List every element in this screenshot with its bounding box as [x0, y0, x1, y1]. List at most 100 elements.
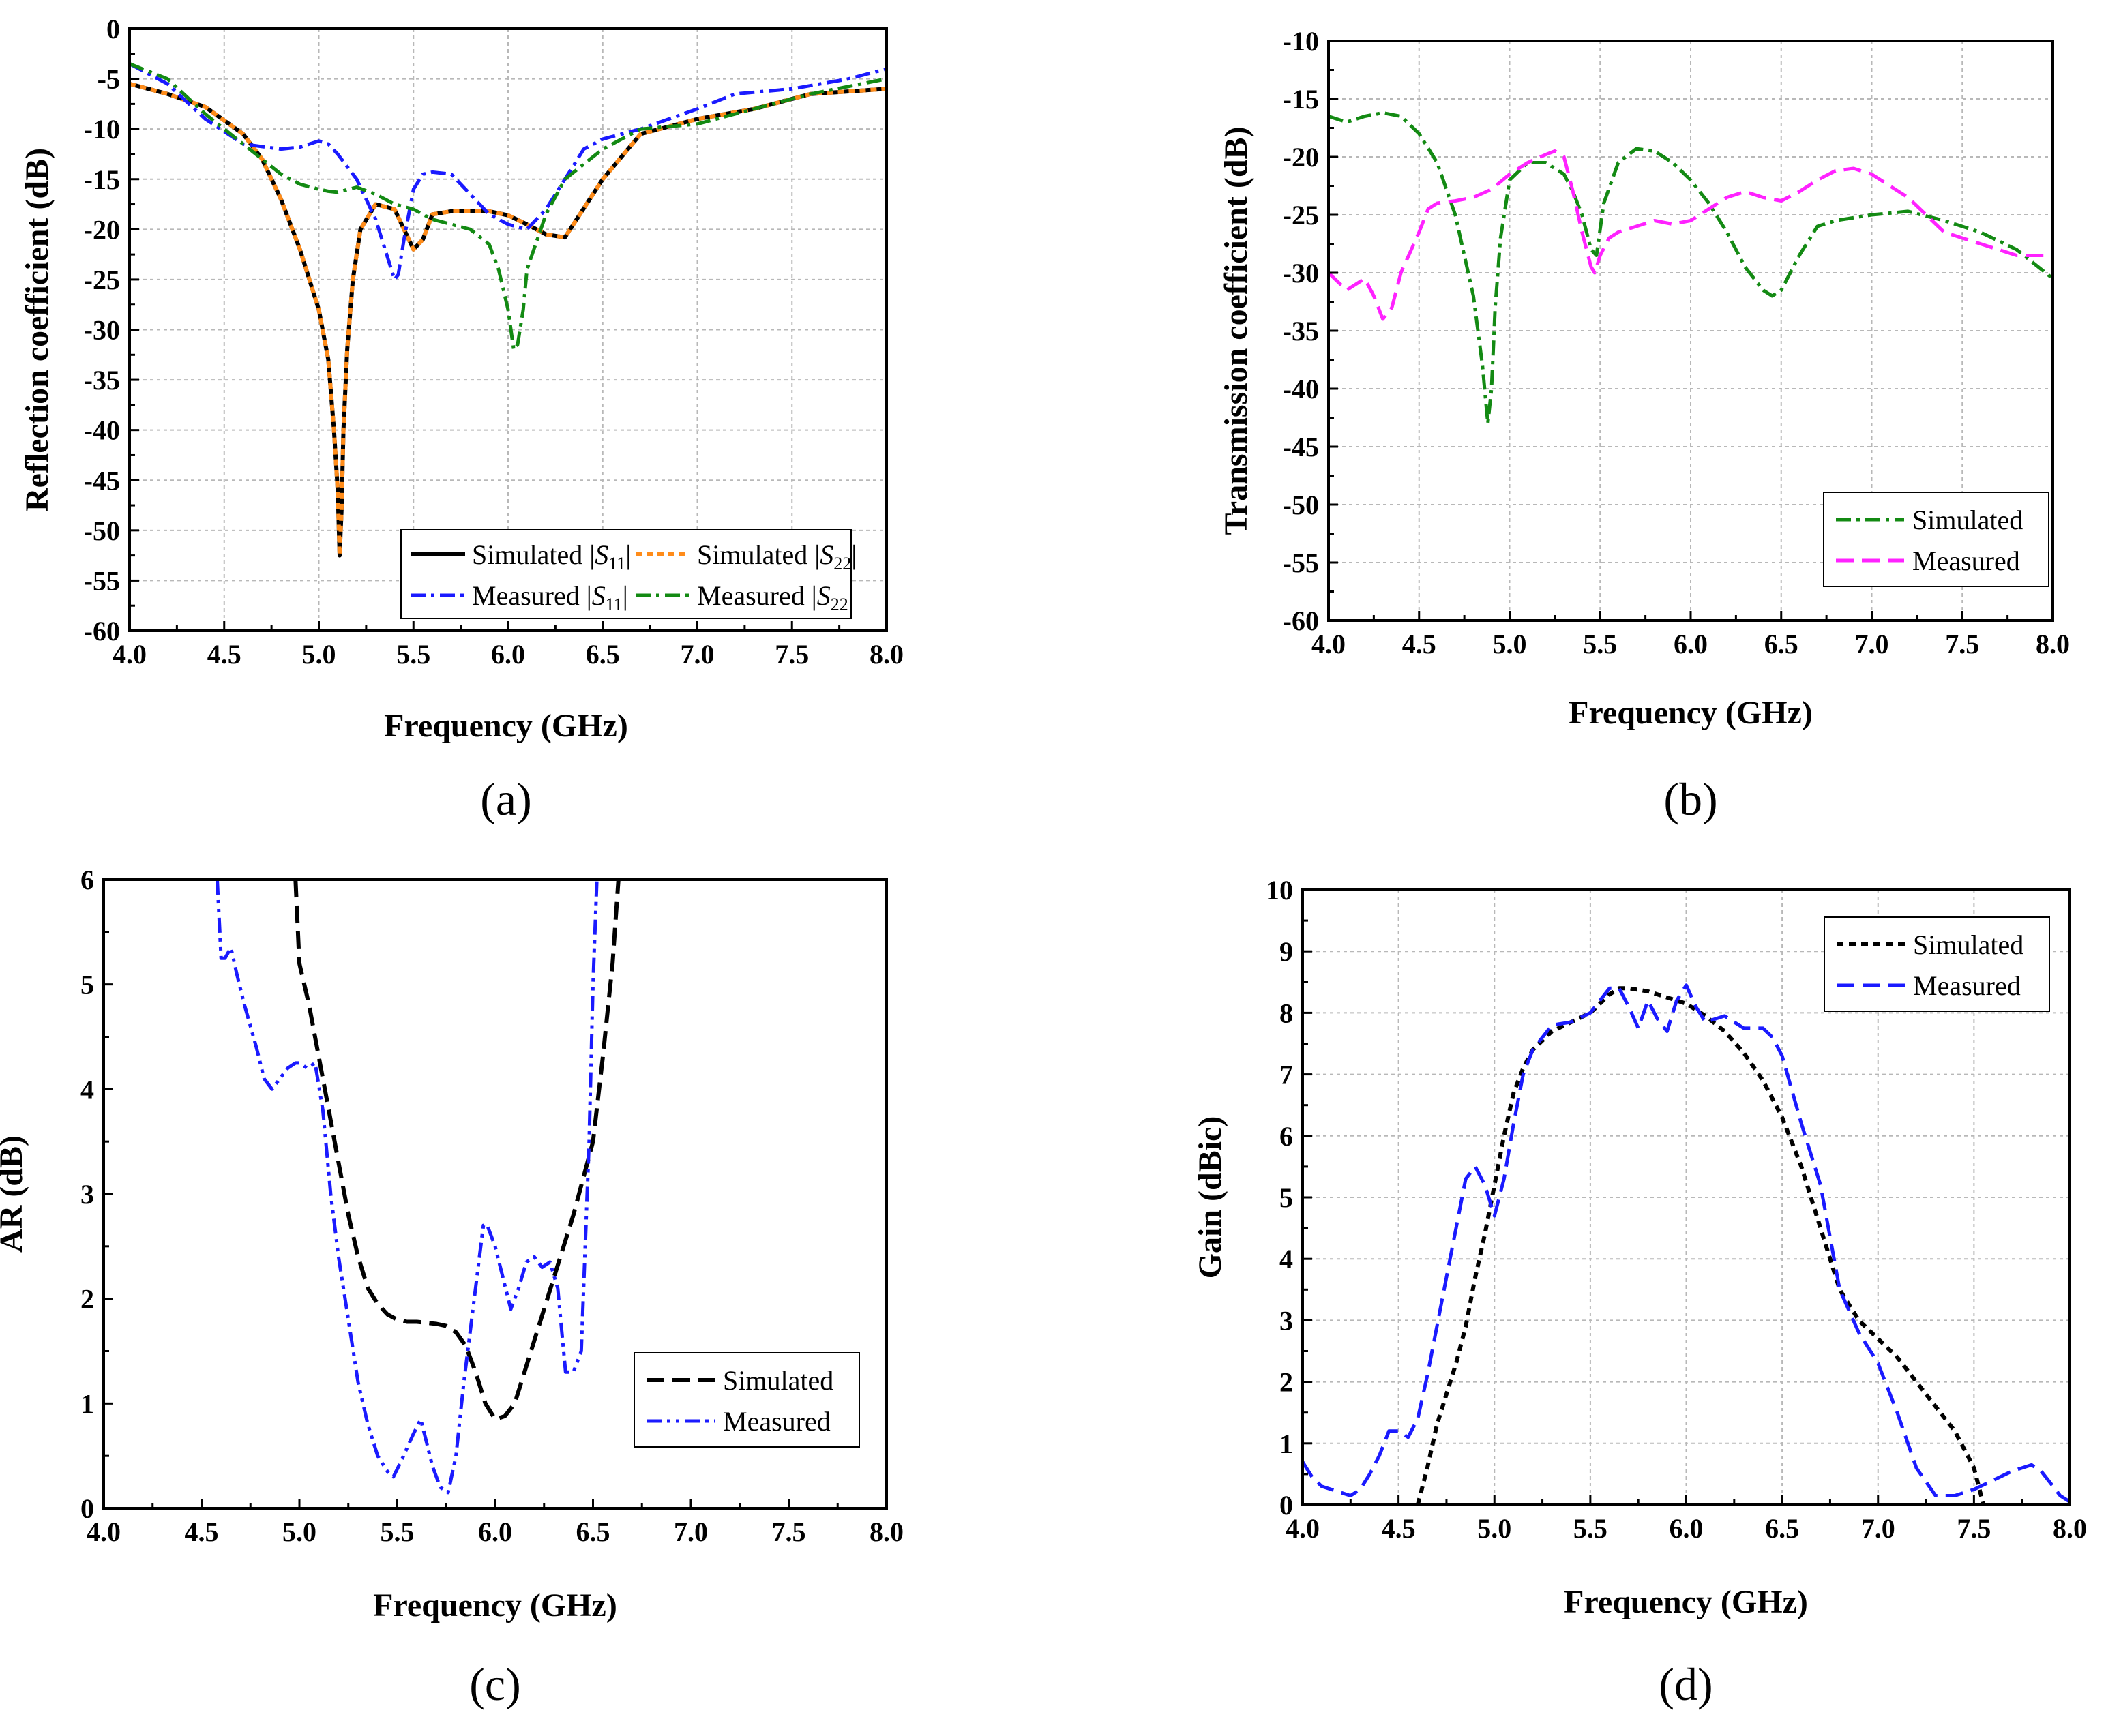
x-tick-label: 6.0 — [478, 1516, 512, 1547]
legend-box — [634, 1352, 860, 1448]
legend-box — [400, 529, 852, 619]
y-tick-label: -60 — [84, 616, 120, 646]
y-tick-label: -45 — [84, 465, 120, 496]
y-tick-label: 0 — [1279, 1490, 1293, 1521]
x-axis-title: Frequency (GHz) — [384, 708, 628, 744]
y-tick-label: 10 — [1266, 875, 1293, 906]
x-tick-label: 8.0 — [2053, 1513, 2087, 1544]
x-tick-label: 7.0 — [674, 1516, 708, 1547]
x-tick-label: 5.0 — [282, 1516, 316, 1547]
y-tick-label: 3 — [1279, 1305, 1293, 1336]
series-line-measured — [1303, 983, 2070, 1503]
x-tick-label: 7.5 — [775, 639, 809, 670]
x-tick-label: 7.0 — [1861, 1513, 1895, 1544]
legend-label-subscript: 11 — [608, 554, 625, 573]
x-tick-label: 7.5 — [1945, 629, 1979, 659]
legend: Simulated Measured — [1824, 916, 2050, 1012]
x-tick-label: 4.5 — [1402, 629, 1436, 659]
legend-label-subscript: 11 — [606, 595, 623, 614]
series-group — [1303, 983, 2070, 1505]
y-tick-label: -35 — [84, 365, 120, 395]
legend-label-suffix: | — [623, 580, 628, 611]
y-tick-label: -55 — [1283, 548, 1319, 578]
x-tick-label: 7.5 — [1957, 1513, 1991, 1544]
legend-label: Measured — [1913, 970, 2021, 1001]
legend-label: Simulated |S22| — [697, 539, 857, 573]
panel-caption: (c) — [469, 1658, 520, 1710]
series-line-measured-s22 — [130, 62, 887, 352]
series-line-simulated-s22 — [130, 82, 887, 558]
y-tick-label: -25 — [84, 265, 120, 295]
x-tick-label: 5.5 — [1583, 629, 1617, 659]
x-tick-label: 4.0 — [1311, 629, 1346, 659]
x-tick-label: 4.0 — [113, 639, 147, 670]
y-tick-label: -35 — [1283, 316, 1319, 346]
y-tick-label: 1 — [1279, 1428, 1293, 1459]
panel-c: 4.0 4.5 5.0 5.5 6.0 6.5 7.0 7.5 8.0 0 1 2 3 4 5 6 Freque… — [0, 865, 904, 1710]
x-tick-label: 6.5 — [1765, 1513, 1799, 1544]
panel-b: 4.0 4.5 5.0 5.5 6.0 6.5 7.0 7.5 8.0 -10 -15 -20 -25 -… — [1218, 26, 2070, 825]
y-tick-label: -20 — [1283, 142, 1319, 173]
y-tick-label: -50 — [84, 515, 120, 546]
y-tick-label: -30 — [1283, 258, 1319, 288]
legend: Simulated |S11| Simulated |S22|Measured |… — [400, 529, 857, 619]
legend-label-suffix: | — [848, 580, 854, 611]
series-line-simulated — [1415, 986, 1986, 1505]
x-tick-label: 4.0 — [1286, 1513, 1320, 1544]
legend-label-prefix: Measured | — [472, 580, 592, 611]
y-tick-label: 6 — [80, 865, 94, 895]
x-tick-label: 5.5 — [396, 639, 430, 670]
x-tick-label: 6.5 — [1764, 629, 1798, 659]
series-line-simulated — [293, 880, 621, 1422]
y-tick-label: 4 — [1279, 1244, 1293, 1274]
y-tick-label: -55 — [84, 565, 120, 596]
y-tick-label: 2 — [1279, 1367, 1293, 1398]
legend-label-symbol: S — [595, 539, 608, 570]
y-tick-label: 9 — [1279, 936, 1293, 967]
x-tick-label: 6.5 — [586, 639, 620, 670]
x-tick-label: 6.0 — [491, 639, 525, 670]
y-tick-label: -20 — [84, 214, 120, 245]
panel-caption: (b) — [1663, 773, 1717, 825]
x-tick-label: 8.0 — [870, 1516, 904, 1547]
legend: Simulated Measured — [634, 1352, 860, 1448]
legend-label: Simulated |S11| — [472, 539, 631, 573]
x-tick-label: 5.5 — [1573, 1513, 1607, 1544]
y-tick-label: -25 — [1283, 200, 1319, 230]
series-group — [216, 880, 621, 1495]
y-axis-title: AR (dB) — [0, 1135, 29, 1253]
y-tick-label: 7 — [1279, 1060, 1293, 1090]
y-tick-label: -10 — [1283, 26, 1319, 57]
x-axis-title: Frequency (GHz) — [373, 1587, 617, 1623]
series-line-measured — [216, 880, 599, 1495]
x-tick-label: 7.0 — [681, 639, 715, 670]
legend-label-suffix: | — [625, 539, 631, 570]
panel-caption: (a) — [480, 773, 531, 825]
y-tick-label: 5 — [1279, 1182, 1293, 1213]
series-group — [1329, 110, 2053, 425]
series-line-measured-s11 — [130, 62, 887, 282]
y-axis-title: Reflection coefficient (dB) — [19, 148, 55, 511]
y-tick-label: -40 — [1283, 374, 1319, 404]
y-tick-label: -50 — [1283, 490, 1319, 520]
y-tick-label: 5 — [80, 970, 94, 1000]
y-tick-label: 1 — [80, 1388, 94, 1419]
y-tick-label: -40 — [84, 415, 120, 446]
x-tick-label: 6.0 — [1670, 1513, 1704, 1544]
x-tick-label: 6.5 — [576, 1516, 610, 1547]
x-tick-label: 5.0 — [1477, 1513, 1511, 1544]
legend-box — [1824, 916, 2050, 1012]
y-tick-label: -30 — [84, 315, 120, 346]
legend-label: Measured — [1912, 545, 2020, 576]
legend-box — [1823, 492, 2049, 587]
x-axis-title: Frequency (GHz) — [1564, 1584, 1808, 1620]
legend-label: Measured — [723, 1406, 831, 1437]
legend-label-symbol: S — [820, 539, 833, 570]
legend-label-symbol: S — [817, 580, 831, 611]
legend-label-suffix: | — [851, 539, 857, 570]
x-tick-label: 7.0 — [1855, 629, 1889, 659]
y-axis-title: Transmission coefficient (dB) — [1218, 126, 1254, 535]
legend-label-subscript: 22 — [833, 554, 851, 573]
y-tick-label: -5 — [98, 64, 120, 95]
